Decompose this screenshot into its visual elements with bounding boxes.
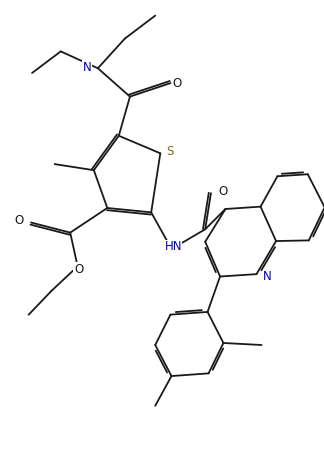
Text: O: O [14, 214, 24, 228]
Text: O: O [218, 185, 228, 198]
Text: S: S [166, 145, 173, 158]
Text: N: N [83, 61, 92, 74]
Text: N: N [263, 270, 272, 283]
Text: HN: HN [164, 240, 182, 253]
Text: O: O [74, 262, 83, 276]
Text: O: O [173, 76, 182, 90]
